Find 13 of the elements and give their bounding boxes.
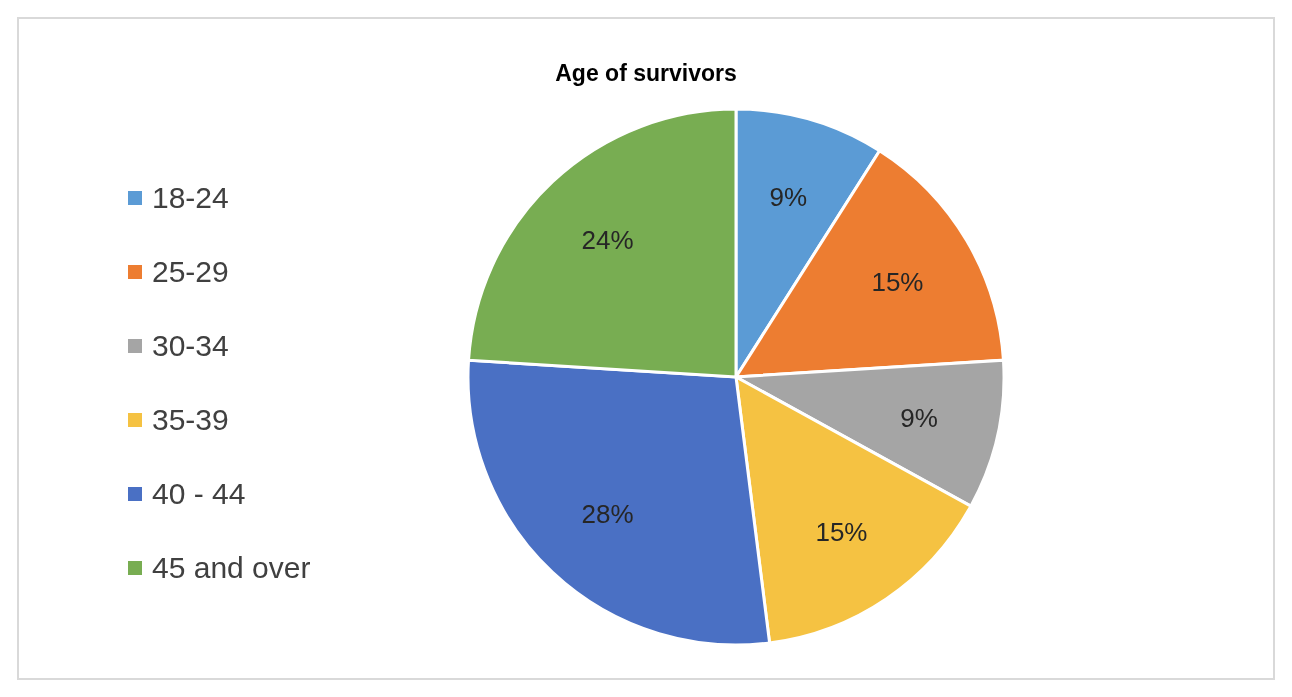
data-label: 15%	[815, 517, 868, 548]
data-label: 28%	[581, 498, 634, 529]
data-label: 24%	[581, 225, 634, 256]
legend-label: 18-24	[152, 181, 229, 215]
data-label: 15%	[871, 266, 924, 297]
legend-label: 30-34	[152, 329, 229, 363]
legend-label: 25-29	[152, 255, 229, 289]
legend-label: 40 - 44	[152, 477, 246, 511]
legend-label: 45 and over	[152, 551, 311, 585]
data-label: 9%	[900, 402, 938, 433]
data-label: 9%	[769, 181, 808, 212]
chart-title: Age of survivors	[554, 60, 738, 87]
legend-label: 35-39	[152, 403, 229, 437]
